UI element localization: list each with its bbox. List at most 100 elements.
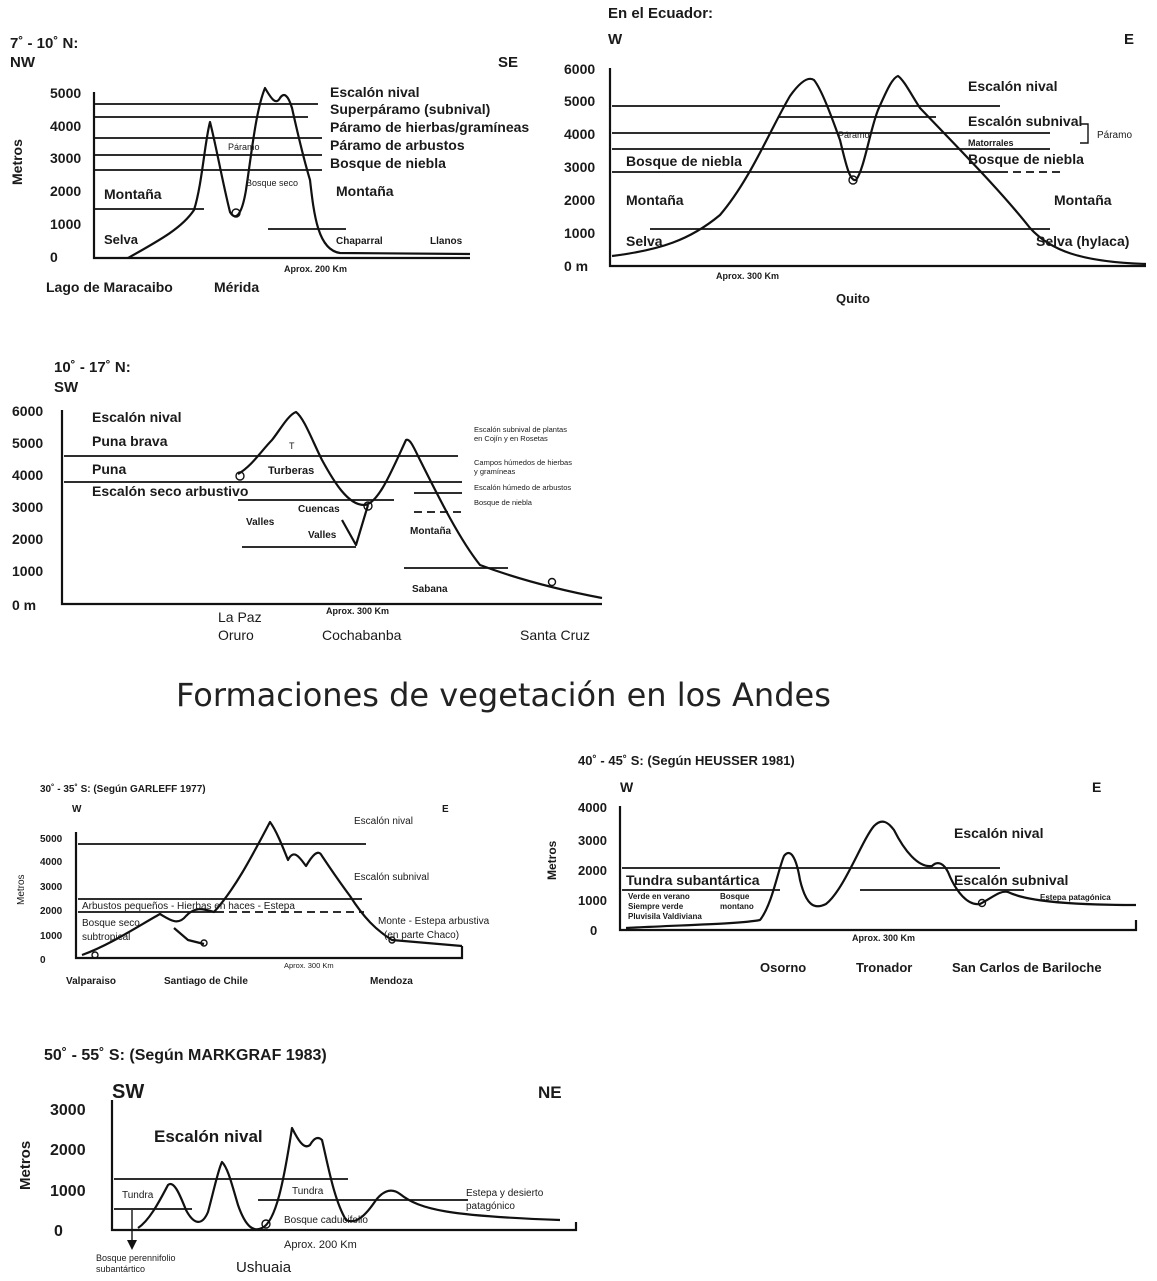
city-marker: [547, 577, 557, 587]
zone-label: subantártico: [96, 1264, 145, 1274]
axis: [92, 92, 470, 260]
terrain-profile: [237, 410, 603, 600]
zone-label: Selva: [626, 233, 663, 249]
tick-label: 3000: [12, 499, 43, 515]
tick-label: 6000: [12, 403, 43, 419]
zone-label: Valles: [246, 517, 275, 528]
zone-label: Tundra: [292, 1186, 324, 1197]
terrain-profile: [81, 820, 463, 957]
zone-label: Montaña: [626, 192, 684, 208]
tick-label: 2000: [40, 906, 63, 917]
zone-label: Montaña: [336, 183, 394, 199]
direction-right: E: [442, 804, 449, 815]
tick-label: 1000: [564, 225, 595, 241]
panel-latitude: 30˚ - 35˚ S: (Según GARLEFF 1977): [40, 783, 206, 795]
zone-label: Bosque caducifolio: [284, 1215, 368, 1226]
tick-label: 2000: [564, 192, 595, 208]
y-axis-label: Metros: [17, 1141, 34, 1190]
zone-label: Estepa y desierto: [466, 1188, 544, 1199]
tick-label: 0: [40, 955, 46, 966]
place-label: Tronador: [856, 960, 912, 975]
zone-label: Selva (hylaca): [1036, 233, 1129, 249]
pointer-arrow: [127, 1240, 137, 1250]
place-label: Mendoza: [370, 976, 413, 987]
place-label: La Paz: [218, 609, 262, 625]
direction-right: SE: [498, 54, 518, 71]
zone-label: montano: [720, 902, 754, 911]
place-label: Osorno: [760, 960, 806, 975]
city-marker: [388, 936, 396, 944]
zone-label: Bosque de niebla: [330, 155, 446, 171]
city-marker: [977, 898, 987, 908]
zone-label: (en parte Chaco): [384, 930, 459, 941]
tick-label: 4000: [12, 467, 43, 483]
scale-label: Aprox. 300 Km: [852, 933, 915, 943]
zone-label: Bosque seco: [246, 178, 298, 188]
zone-note: en Cojín y en Rosetas: [474, 434, 548, 443]
axis: [60, 410, 602, 606]
valley-profile: [341, 504, 370, 547]
zone-label: Tundra subantártica: [626, 872, 760, 888]
terrain-profile: [625, 820, 1137, 930]
axis: [618, 806, 1138, 932]
zone-label: Montaña: [410, 526, 452, 537]
panel-latitude: 40˚ - 45˚ S: (Según HEUSSER 1981): [578, 753, 795, 768]
zone-label: Páramo de hierbas/gramíneas: [330, 119, 529, 135]
zone-label: Bosque: [720, 892, 750, 901]
zone-label: Tundra: [122, 1190, 154, 1201]
bracket: [1080, 123, 1089, 144]
tick-label: 0: [54, 1223, 63, 1240]
direction-right: NE: [538, 1083, 562, 1102]
city-marker: [848, 175, 858, 185]
place-label: Cochabanba: [322, 627, 402, 643]
zone-note: Bosque de niebla: [474, 498, 533, 507]
scale-label: Aprox. 300 Km: [284, 961, 334, 970]
zone-note: Escalón subnival de plantas: [474, 425, 567, 434]
city-marker: [261, 1219, 271, 1229]
tick-label: 4000: [50, 118, 81, 134]
zone-label: Cuencas: [298, 504, 340, 515]
zone-label: Llanos: [430, 236, 463, 247]
scale-label: Aprox. 300 Km: [326, 606, 389, 616]
tick-label: 0: [50, 249, 58, 265]
zone-label: Páramo: [1097, 130, 1132, 141]
zone-label: T: [289, 441, 295, 451]
tick-label: 3000: [50, 150, 81, 166]
zone-label: Montaña: [104, 186, 162, 202]
zone-label: Escalón nival: [154, 1127, 263, 1146]
zone-label: Páramo: [838, 130, 870, 140]
y-axis-label: Metros: [16, 874, 27, 905]
tick-label: 5000: [40, 834, 63, 845]
zone-label: Siempre verde: [628, 902, 684, 911]
terrain-profile: [611, 74, 1147, 266]
place-label: Valparaiso: [66, 976, 116, 987]
zone-label: Escalón nival: [354, 816, 413, 827]
zone-label: Chaparral: [336, 236, 383, 247]
zone-label: Escalón nival: [330, 84, 419, 100]
tick-label: 2000: [50, 1142, 86, 1159]
zone-label: Turberas: [268, 465, 314, 477]
panel-30-35-s: 30˚ - 35˚ S: (Según GARLEFF 1977) W E Me…: [16, 783, 490, 987]
terrain-profile: [127, 86, 471, 259]
city-marker: [363, 501, 373, 511]
zone-label: Matorrales: [968, 138, 1014, 148]
tick-label: 2000: [578, 863, 607, 878]
zone-label: Valles: [308, 530, 337, 541]
city-marker: [200, 939, 208, 947]
tick-label: 1000: [12, 563, 43, 579]
scale-label: Aprox. 200 Km: [284, 264, 347, 274]
zone-note: Escalón húmedo de arbustos: [474, 483, 571, 492]
direction-left: NW: [10, 54, 36, 71]
zone-label: Páramo: [228, 142, 260, 152]
terrain-profile: [137, 1126, 561, 1231]
tick-label: 5000: [564, 93, 595, 109]
tick-label: 6000: [564, 61, 595, 77]
zone-label: Puna: [92, 461, 126, 477]
panel-ecuador: En el Ecuador: W E 6000 5000 4000 3000 2…: [564, 5, 1147, 306]
zone-label: Estepa patagónica: [1040, 893, 1111, 902]
tick-label: 3000: [40, 882, 63, 893]
zone-label: Sabana: [412, 584, 448, 595]
tick-label: 4000: [578, 800, 607, 815]
city-marker: [231, 208, 241, 218]
